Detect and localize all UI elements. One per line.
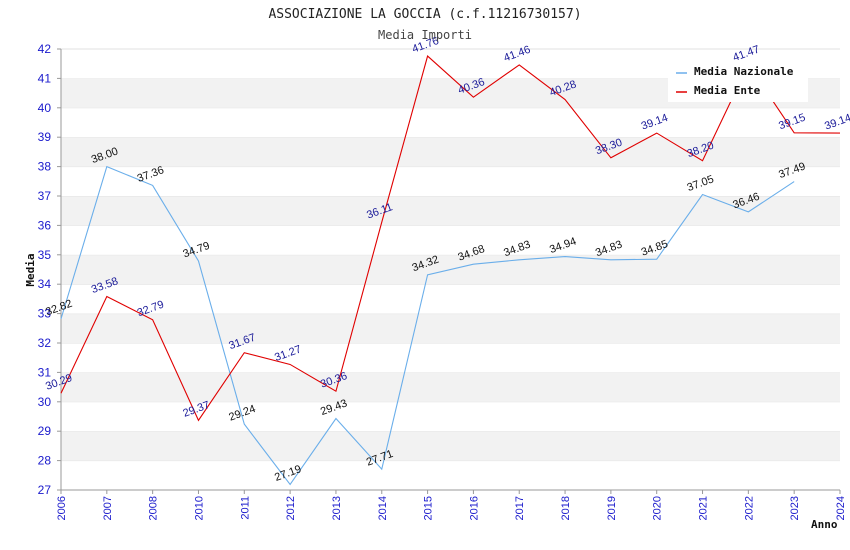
x-tick-label: 2007 [102,496,114,520]
x-tick-label: 2012 [285,496,297,520]
y-tick-label: 33 [38,307,52,321]
x-tick-label: 2010 [193,496,205,520]
legend-label-nazionale: Media Nazionale [694,65,794,78]
series-line-media-ente [60,55,841,422]
y-tick-label: 36 [38,218,52,232]
x-tick-label: 2020 [652,496,664,520]
y-tick-label: 37 [38,189,52,203]
x-tick-label: 2016 [468,496,480,520]
grid-band [61,313,840,343]
chart-title: ASSOCIAZIONE LA GOCCIA (c.f.11216730157) [268,7,581,22]
y-tick-label: 27 [38,483,52,497]
x-tick-label: 2008 [148,496,160,520]
x-tick-label: 2018 [560,496,572,520]
y-tick-label: 42 [38,42,52,56]
y-tick-label: 31 [38,365,52,379]
y-tick-labels: 27 28 29 30 31 32 33 34 35 36 37 38 39 40 41 42 [38,42,52,497]
x-tick-label: 2011 [239,496,251,520]
grid-band [61,284,840,314]
axes [57,48,841,494]
x-tick-label: 2024 [835,496,847,520]
chart-subtitle: Media Importi [378,28,472,42]
x-tick-label: 2017 [514,496,526,520]
x-tick-label: 2023 [789,496,801,520]
grid-band [61,166,840,196]
grid-band [61,343,840,373]
x-tick-label: 2022 [743,496,755,520]
legend-label-ente: Media Ente [694,84,761,97]
y-tick-label: 29 [38,424,52,438]
legend: Media Nazionale Media Ente [668,60,808,102]
grid-band [61,372,840,402]
x-tick-label: 2013 [331,496,343,520]
grid-band [61,460,840,490]
grid-band [61,225,840,255]
series-line-media-nazionale [60,165,795,486]
y-tick-label: 38 [38,160,52,174]
grid-band [61,196,840,226]
series-lines [60,55,841,486]
x-tick-label: 2015 [423,496,435,520]
grid-band [61,401,840,432]
y-tick-label: 28 [38,454,52,468]
x-tick-label: 2021 [698,496,710,520]
x-tick-label: 2006 [56,496,68,520]
x-tick-labels: 2006 2007 2008 2010 2011 2012 2013 2014 2015 2016… [56,496,847,520]
grid-band [61,431,840,461]
y-axis-label: Media [24,253,37,286]
grid-band [61,137,840,167]
legend-box [668,60,808,102]
y-tick-label: 32 [38,336,52,350]
y-tick-label: 30 [38,395,52,409]
y-tick-label: 39 [38,130,52,144]
grid-bands [61,48,840,490]
x-tick-label: 2014 [377,496,389,520]
y-tick-label: 35 [38,248,52,262]
grid-band [61,107,840,138]
x-axis-label: Anno [811,518,838,531]
y-tick-label: 34 [38,277,52,291]
x-tick-label: 2019 [606,496,618,520]
y-tick-label: 40 [38,101,52,115]
y-tick-label: 41 [38,71,52,85]
